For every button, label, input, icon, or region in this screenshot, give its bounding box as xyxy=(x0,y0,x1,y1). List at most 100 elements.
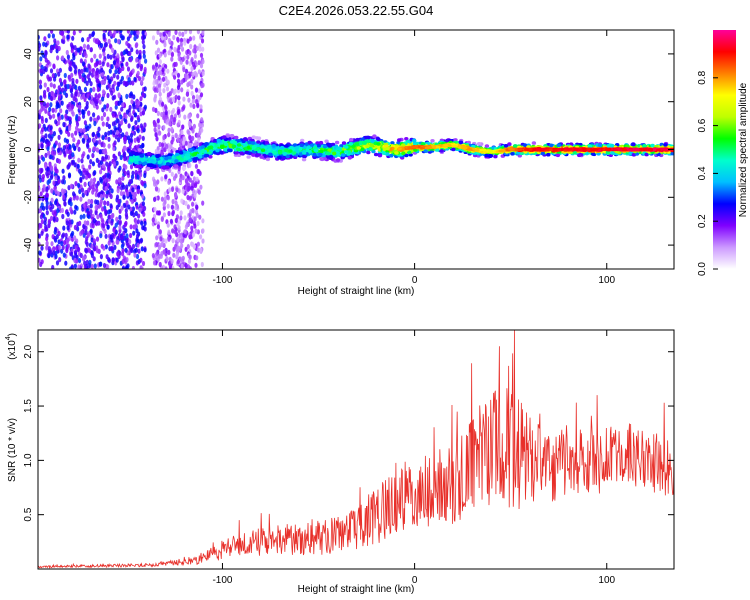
spectrogram-noise-cell xyxy=(196,132,200,138)
spectrogram-noise-cell xyxy=(197,189,201,195)
spectrogram-noise-cell xyxy=(117,92,121,98)
spectrogram-noise-cell xyxy=(139,66,143,72)
spectrogram-noise-cell xyxy=(199,92,204,98)
spectrogram-noise-cell xyxy=(108,79,112,85)
spectrogram-noise-cell xyxy=(46,141,50,147)
spectrogram-noise-cell xyxy=(142,34,146,40)
spectrogram-noise-cell xyxy=(57,230,61,236)
spectrogram-noise-cell xyxy=(83,220,87,226)
spectrogram-noise-cell xyxy=(71,77,75,84)
spectrogram-noise-cell xyxy=(75,121,80,127)
spectrogram-noise-cell xyxy=(177,225,181,231)
spectrogram-noise-cell xyxy=(106,264,110,269)
spectrogram-noise-cell xyxy=(42,41,46,47)
spectrogram-noise-cell xyxy=(191,201,195,207)
spectrogram-noise-cell xyxy=(62,240,67,246)
spectrogram-noise-cell xyxy=(40,143,44,149)
spectrogram-noise-cell xyxy=(114,229,118,235)
spectrogram-noise-cell xyxy=(65,248,69,254)
spectrogram-noise-cell xyxy=(122,80,126,86)
spectrogram-noise-cell xyxy=(52,131,57,137)
spectrogram-noise-cell xyxy=(61,55,65,61)
spectrogram-noise-cell xyxy=(50,197,54,203)
spectrogram-noise-cell xyxy=(192,103,196,109)
spectrogram-noise-cell xyxy=(176,122,180,128)
spectrogram-noise-cell xyxy=(167,109,171,115)
spectrogram-noise-cell xyxy=(155,39,159,45)
spectrogram-noise-cell xyxy=(45,210,49,216)
spectrogram-noise-cell xyxy=(81,77,85,83)
spectrogram-noise-cell xyxy=(200,127,204,133)
spectrogram-noise-cell xyxy=(183,40,187,46)
spectrogram-noise-cell xyxy=(200,261,204,268)
spectrogram-noise-cell xyxy=(84,174,89,180)
spectrogram-noise-cell xyxy=(158,141,162,148)
spectrogram-ridge-cell xyxy=(389,153,394,158)
spectrogram-noise-cell xyxy=(107,136,111,142)
spectrogram-noise-cell xyxy=(174,132,178,139)
spectrogram-noise-cell xyxy=(61,168,65,174)
spectrogram-ridge-cell xyxy=(316,143,321,148)
spectrogram-noise-cell xyxy=(116,251,120,257)
spectrogram-noise-cell xyxy=(176,137,180,143)
spectrogram-noise-cell xyxy=(180,87,184,93)
spectrogram-noise-cell xyxy=(62,194,66,200)
spectrogram-noise-cell xyxy=(163,82,167,88)
spectrogram-noise-cell xyxy=(162,88,166,94)
spectrogram-noise-cell xyxy=(135,42,139,48)
spectrogram-noise-cell xyxy=(92,218,97,224)
spectrogram-noise-cell xyxy=(75,125,79,131)
spectrogram-noise-cell xyxy=(174,193,178,199)
spectrogram-noise-cell xyxy=(186,194,190,201)
spectrogram-noise-cell xyxy=(188,177,192,183)
spectrogram-noise-cell xyxy=(181,56,185,62)
spectrogram-noise-cell xyxy=(44,133,48,139)
spectrogram-noise-cell xyxy=(143,183,147,189)
spectrogram-noise-cell xyxy=(133,35,137,42)
spectrogram-noise-cell xyxy=(72,191,76,197)
spectrogram-ridge-cell xyxy=(358,141,363,146)
spectrogram-noise-cell xyxy=(198,122,202,128)
spectrogram-noise-cell xyxy=(85,170,89,176)
spectrogram-noise-cell xyxy=(67,185,71,191)
spectrogram-noise-cell xyxy=(179,238,183,244)
spectrogram-noise-cell xyxy=(39,68,43,74)
spectrogram-noise-cell xyxy=(98,83,102,89)
spectrogram-noise-cell xyxy=(120,243,124,249)
spectrogram-noise-cell xyxy=(135,228,139,234)
spectrogram-noise-cell xyxy=(136,242,140,248)
spectrogram-noise-cell xyxy=(188,135,192,141)
spectrogram-noise-cell xyxy=(124,247,128,253)
spectrogram-ridge-cell xyxy=(522,143,527,148)
spectrogram-noise-cell xyxy=(74,84,78,91)
spectrogram-noise-cell xyxy=(137,137,141,144)
spectrogram-noise-cell xyxy=(74,249,78,255)
spectrogram-noise-cell xyxy=(101,206,105,212)
spectrogram-noise-cell xyxy=(91,161,95,167)
spectrogram-noise-cell xyxy=(69,66,73,72)
spectrogram-noise-cell xyxy=(109,129,113,135)
spectrogram-noise-cell xyxy=(95,70,99,76)
spectrogram-noise-cell xyxy=(201,46,205,52)
spectrogram-noise-cell xyxy=(120,120,124,126)
spectrogram-noise-cell xyxy=(113,30,117,35)
spectrogram-noise-cell xyxy=(174,30,178,35)
spectrogram-noise-cell xyxy=(170,204,174,210)
spectrogram-noise-cell xyxy=(143,247,147,253)
spectrogram-noise-cell xyxy=(162,134,166,141)
spectrogram-noise-cell xyxy=(141,260,146,267)
spectrogram-noise-cell xyxy=(135,57,139,63)
spectrogram-ridge-cell xyxy=(225,134,230,138)
spectrogram-noise-cell xyxy=(39,223,43,229)
spectrogram-noise-cell xyxy=(102,142,106,148)
spectrogram-noise-cell xyxy=(77,146,81,152)
spectrogram-noise-cell xyxy=(44,50,48,56)
spectrogram-noise-cell xyxy=(83,86,88,92)
spectrogram-noise-cell xyxy=(109,203,113,209)
spectrogram-noise-cell xyxy=(197,69,201,75)
spectrogram-noise-cell xyxy=(201,71,205,77)
spectrogram-noise-cell xyxy=(84,190,88,196)
spectrogram-noise-cell xyxy=(73,224,77,231)
spectrogram-noise-cell xyxy=(80,229,84,235)
spectrogram-noise-cell xyxy=(131,125,135,131)
